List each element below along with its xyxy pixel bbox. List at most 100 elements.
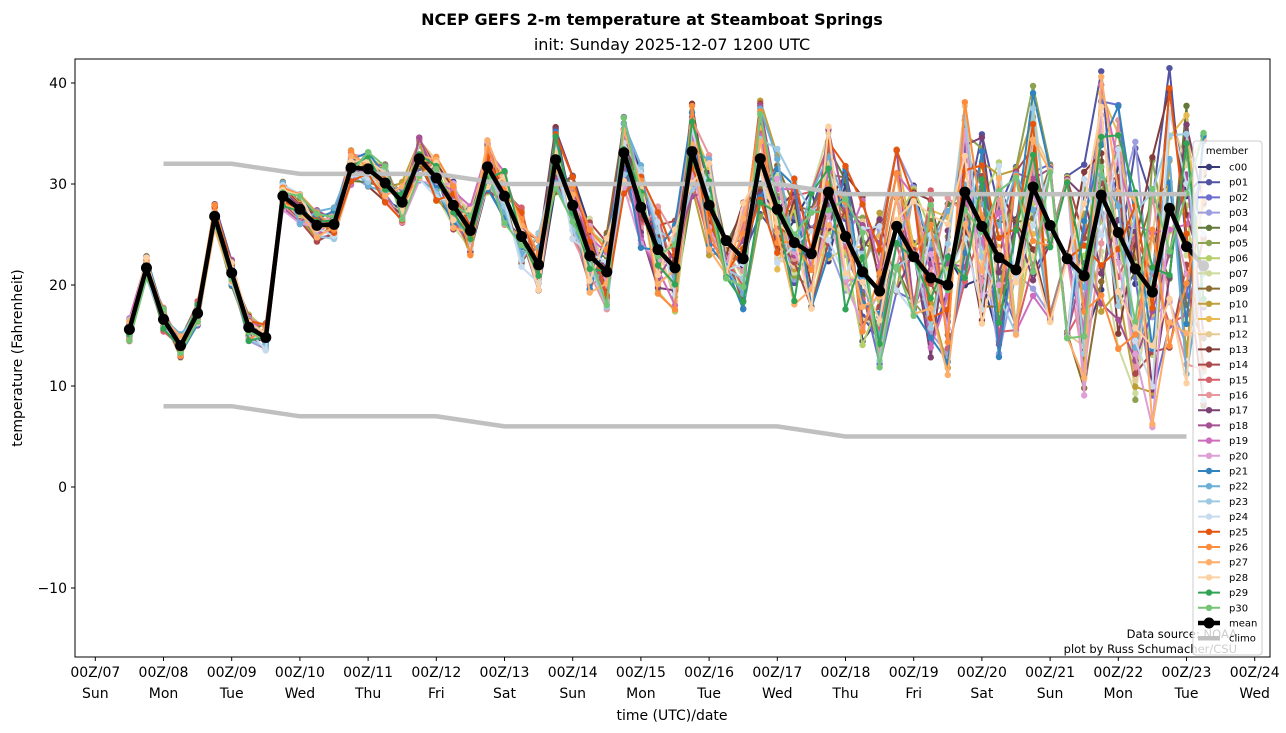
legend-marker-p03: [1205, 209, 1213, 216]
member-point-p29: [1098, 133, 1105, 141]
mean-point: [805, 248, 817, 260]
member-point-p05: [1132, 396, 1139, 404]
member-line-p28: [128, 106, 1205, 384]
member-point-p21: [995, 353, 1003, 361]
legend-label-p09: p09: [1229, 284, 1248, 295]
member-point-p17: [1029, 277, 1037, 284]
y-tick-label: 40: [49, 76, 67, 92]
member-point-p22: [330, 204, 338, 212]
member-point-p21: [1183, 320, 1190, 328]
mean-point: [516, 231, 528, 243]
member-point-p13: [1115, 330, 1122, 337]
x-tick-label-time: 00Z/10: [275, 665, 325, 681]
member-point-p29: [961, 274, 969, 282]
member-point-p28: [859, 278, 866, 286]
member-point-p30: [364, 148, 372, 156]
x-tick-label-day: Wed: [1239, 686, 1270, 702]
legend-marker-p27: [1205, 559, 1213, 566]
member-point-p28: [143, 254, 150, 261]
member-point-p06: [859, 341, 866, 349]
member-point-p30: [1132, 318, 1139, 325]
member-point-p29: [1115, 132, 1122, 139]
member-point-p04: [1183, 102, 1190, 110]
mean-point: [925, 272, 937, 284]
member-point-p21: [740, 305, 747, 313]
member-point-p21: [961, 249, 969, 256]
member-point-p23: [944, 240, 951, 248]
member-point-p28: [825, 123, 832, 130]
mean-point: [942, 279, 954, 291]
mean-point: [1181, 241, 1192, 253]
climo-low-line: [163, 403, 1187, 439]
x-tick-label-time: 00Z/14: [548, 665, 598, 681]
legend-marker-p09: [1205, 285, 1213, 292]
legend-marker-p15: [1205, 376, 1213, 383]
x-tick-label-time: 00Z/13: [480, 665, 530, 681]
x-tick-label-day: Fri: [905, 686, 922, 702]
member-point-p28: [535, 286, 542, 294]
x-tick-label-day: Tue: [1174, 686, 1199, 702]
member-point-p24: [774, 259, 781, 267]
member-point-p10: [705, 252, 713, 259]
member-point-p29: [1166, 271, 1173, 279]
legend-marker-p25: [1205, 528, 1213, 535]
member-point-p02: [927, 246, 934, 253]
member-point-p25: [893, 146, 900, 153]
member-point-p30: [1029, 268, 1037, 276]
legend: member c00 p01 p02 p03 p04 p05 p06 p07 p09 p10 p11…: [1192, 140, 1263, 656]
member-point-p24: [1132, 337, 1139, 345]
member-point-p29: [1183, 140, 1190, 147]
member-point-p30: [501, 219, 508, 227]
member-point-p28: [1046, 318, 1054, 326]
member-point-p23: [1029, 105, 1037, 112]
member-point-p26: [740, 230, 747, 237]
member-point-p27: [1081, 374, 1088, 382]
member-point-p30: [722, 275, 730, 282]
member-point-p27: [944, 371, 951, 379]
member-point-p29: [501, 167, 508, 175]
mean-point: [1112, 226, 1124, 238]
member-point-p28: [842, 270, 849, 277]
member-point-p24: [825, 236, 832, 244]
legend-label-p19: p19: [1229, 436, 1248, 447]
member-point-p30: [808, 209, 815, 216]
member-point-p28: [1115, 288, 1122, 296]
mean-layer: [123, 146, 1210, 352]
member-point-p24: [1098, 232, 1105, 239]
legend-label-p22: p22: [1229, 482, 1248, 493]
x-tick-label-time: 00Z/20: [957, 665, 1007, 681]
member-point-p29: [552, 133, 559, 140]
member-point-p26: [688, 102, 696, 110]
legend-label-p24: p24: [1229, 512, 1248, 523]
member-point-p22: [1166, 155, 1173, 163]
member-point-p27: [399, 183, 406, 190]
member-point-p25: [586, 238, 593, 245]
member-point-p28: [961, 152, 969, 160]
member-point-p25: [1149, 304, 1156, 312]
legend-marker-p11: [1205, 315, 1213, 323]
member-point-p30: [910, 312, 917, 320]
mean-point: [618, 147, 630, 159]
member-point-p27: [450, 224, 457, 231]
member-point-p24: [654, 218, 662, 226]
member-point-p27: [484, 137, 491, 144]
mean-point: [959, 186, 971, 198]
mean-point: [686, 146, 698, 158]
legend-label-p18: p18: [1229, 421, 1248, 432]
mean-point: [840, 231, 851, 243]
x-tick-label-time: 00Z/15: [616, 665, 666, 681]
mean-point: [993, 252, 1005, 264]
x-tick-label-time: 00Z/19: [889, 665, 939, 681]
legend-label-p27: p27: [1229, 558, 1248, 569]
member-point-p30: [740, 283, 747, 290]
member-point-p26: [1029, 237, 1037, 245]
member-point-p27: [586, 289, 593, 296]
mean-point: [123, 323, 135, 335]
member-point-p23: [927, 324, 934, 332]
member-point-p21: [637, 244, 645, 251]
mean-point: [1146, 286, 1158, 298]
member-point-p25: [978, 162, 986, 169]
member-point-p29: [586, 265, 593, 273]
member-point-p27: [978, 267, 986, 275]
member-point-p25: [1183, 230, 1190, 237]
